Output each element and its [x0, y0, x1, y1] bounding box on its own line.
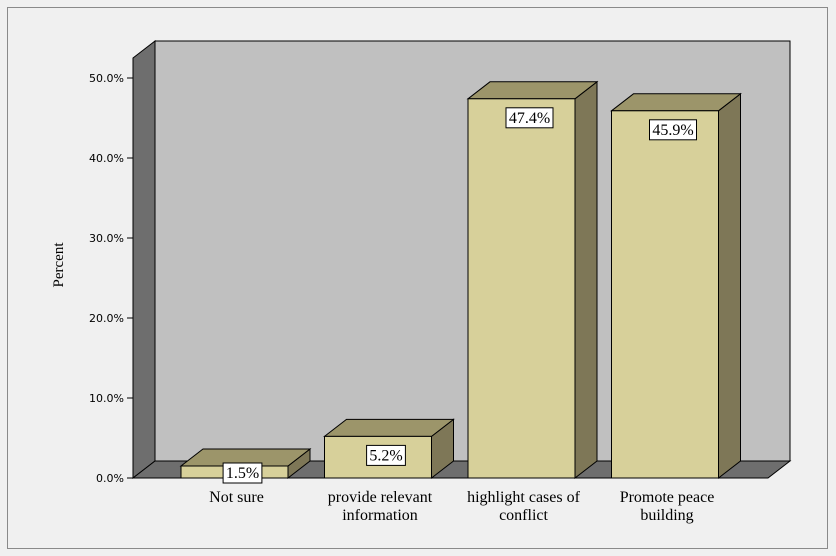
- bar-side: [574, 80, 598, 480]
- x-category-label: Not sure: [209, 489, 264, 506]
- y-tick-label: 30.0%: [89, 232, 124, 245]
- data-label-box: [366, 444, 406, 466]
- y-axis-title: Percent: [51, 242, 67, 288]
- bar-front: [324, 435, 432, 479]
- bar-top: [323, 418, 455, 437]
- bar: 1.5%: [179, 447, 312, 484]
- y-tick-label: 50.0%: [89, 72, 124, 85]
- bar-top: [466, 81, 599, 100]
- bar-side: [718, 92, 741, 480]
- bars: 1.5% 5.2% 47.4% 45.9%: [179, 80, 742, 484]
- bar-front: [611, 110, 719, 479]
- data-label-box: [505, 107, 554, 129]
- y-tick-label: 10.0%: [89, 392, 124, 405]
- bar-front: [467, 98, 576, 479]
- data-label: 5.2%: [369, 447, 402, 464]
- x-category-label: highlight cases of conflict: [467, 489, 581, 524]
- bar: 5.2%: [323, 418, 455, 480]
- y-tick-label: 40.0%: [89, 152, 124, 165]
- bar: 47.4%: [466, 80, 599, 480]
- data-label-box: [649, 119, 697, 141]
- x-axis-category-labels: Not sure provide relevant information highl…: [209, 489, 714, 524]
- x-category-label: provide relevant information: [328, 489, 433, 524]
- data-label: 47.4%: [509, 110, 550, 127]
- bar-top: [610, 93, 742, 112]
- data-label: 45.9%: [652, 122, 693, 139]
- y-tick-label: 20.0%: [89, 312, 124, 325]
- x-category-label: Promote peace building: [620, 489, 715, 524]
- y-tick-label: 0.0%: [96, 472, 124, 485]
- side-wall: [132, 39, 156, 480]
- bar: 45.9%: [610, 92, 742, 480]
- data-label: 1.5%: [226, 465, 259, 482]
- y-axis: 0.0% 10.0% 20.0% 30.0% 40.0% 50.0%: [89, 58, 134, 485]
- data-label-box: [222, 462, 263, 484]
